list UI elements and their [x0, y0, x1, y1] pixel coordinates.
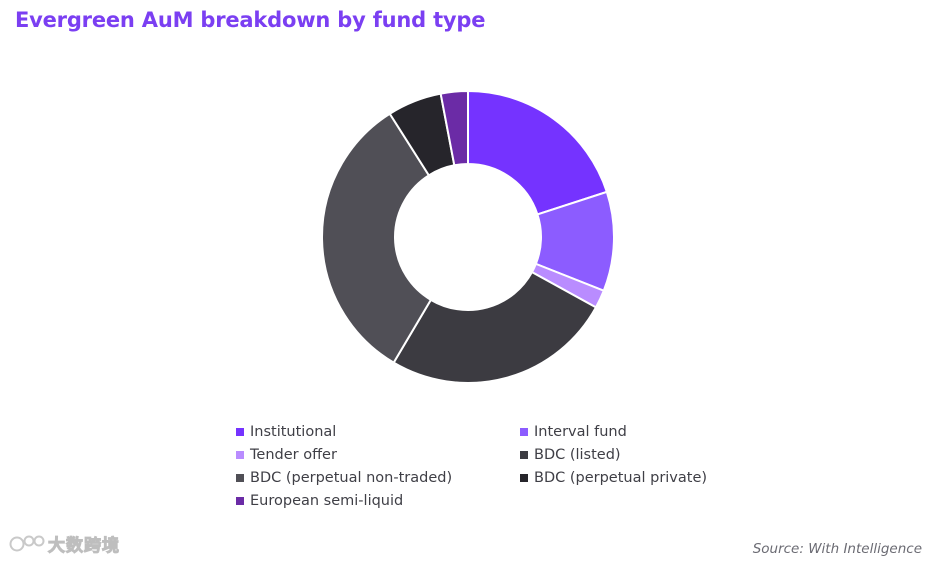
legend-item: Institutional	[236, 422, 520, 442]
watermark-logo-icon	[9, 535, 45, 551]
legend-label: Interval fund	[534, 424, 627, 440]
legend-label: BDC (perpetual non-traded)	[250, 470, 453, 486]
legend-item: BDC (perpetual non-traded)	[236, 468, 520, 488]
legend-label: BDC (perpetual private)	[534, 470, 708, 486]
legend-item: BDC (listed)	[520, 445, 756, 465]
watermark-text: 大数跨境	[48, 536, 120, 557]
legend-swatch	[236, 474, 244, 482]
chart-title: Evergreen AuM breakdown by fund type	[15, 8, 486, 32]
chart-legend: Institutional Interval fund Tender offer BD…	[236, 422, 756, 511]
donut-slice-bdc-perpetual-non-traded	[321, 112, 433, 365]
watermark: 大数跨境	[9, 531, 120, 557]
legend-swatch	[520, 451, 528, 459]
legend-item: Tender offer	[236, 445, 520, 465]
legend-swatch	[236, 451, 244, 459]
legend-item: European semi-liquid	[236, 491, 520, 511]
legend-item: BDC (perpetual private)	[520, 468, 756, 488]
donut-slice-institutional	[467, 89, 609, 216]
legend-swatch	[520, 428, 528, 436]
legend-label: Institutional	[250, 424, 337, 440]
legend-label: Tender offer	[250, 447, 337, 463]
donut-slice-bdc-listed	[392, 270, 598, 384]
legend-swatch	[236, 497, 244, 505]
legend-swatch	[520, 474, 528, 482]
legend-label: BDC (listed)	[534, 447, 621, 463]
legend-swatch	[236, 428, 244, 436]
donut-slice-european-semi-liquid	[439, 89, 469, 167]
legend-item: Interval fund	[520, 422, 756, 442]
donut-slices	[321, 89, 615, 384]
legend-label: European semi-liquid	[250, 493, 404, 509]
source-note: Source: With Intelligence	[752, 541, 922, 557]
